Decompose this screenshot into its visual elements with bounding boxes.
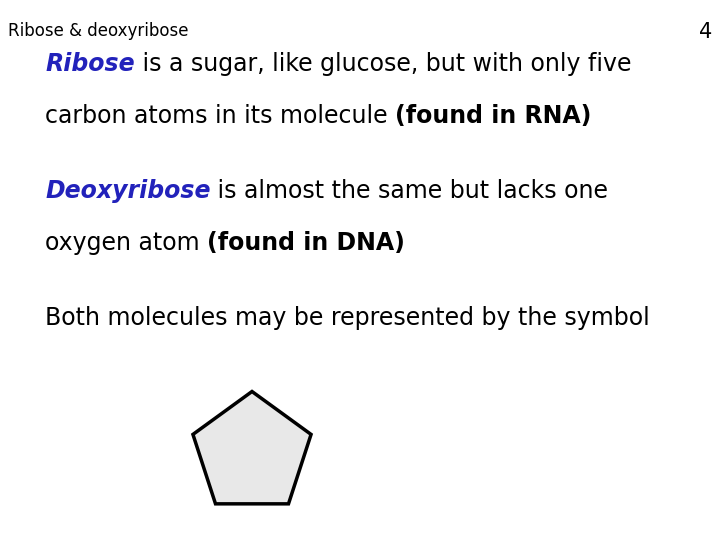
- Text: oxygen atom: oxygen atom: [45, 231, 207, 255]
- Polygon shape: [193, 392, 311, 504]
- Text: Ribose & deoxyribose: Ribose & deoxyribose: [8, 22, 189, 40]
- Text: Ribose: Ribose: [45, 52, 135, 76]
- Text: Deoxyribose: Deoxyribose: [45, 179, 210, 203]
- Text: (found in DNA): (found in DNA): [207, 231, 405, 255]
- Text: carbon atoms in its molecule: carbon atoms in its molecule: [45, 104, 395, 128]
- Text: Both molecules may be represented by the symbol: Both molecules may be represented by the…: [45, 306, 649, 330]
- Text: (found in RNA): (found in RNA): [395, 104, 592, 128]
- Text: is a sugar, like glucose, but with only five: is a sugar, like glucose, but with only …: [135, 52, 631, 76]
- Text: 4: 4: [698, 22, 712, 42]
- Text: is almost the same but lacks one: is almost the same but lacks one: [210, 179, 608, 203]
